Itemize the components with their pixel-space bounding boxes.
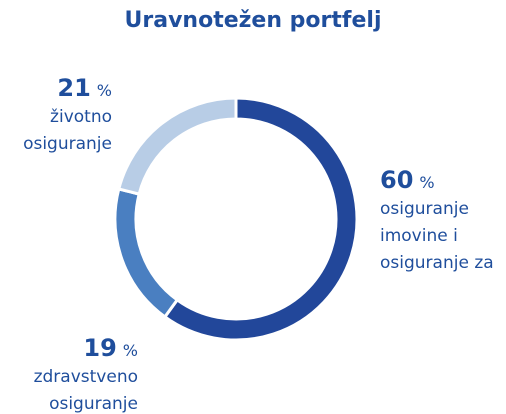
value-line: 21% [10,74,112,102]
donut-segment [162,96,359,342]
segment-label: 21% životno osiguranje [10,74,112,158]
donut-segment [113,187,180,319]
category-label: osiguranje imovine i osiguranje za [380,199,494,273]
value-label: 60 [380,166,414,194]
value-label: 21 [57,74,91,102]
donut-segment [116,96,238,196]
category-label: životno osiguranje [23,107,112,154]
category-label: zdravstveno osiguranje [33,367,138,414]
value-label: 19 [83,334,117,362]
value-line: 19% [10,334,138,362]
value-unit: % [96,81,112,100]
chart-title: Uravnotežen portfelj [124,8,382,33]
value-unit: % [419,173,435,192]
segment-label: 60% osiguranje imovine i osiguranje za [380,166,494,277]
segment-label: 19% zdravstveno osiguranje [10,334,138,414]
value-unit: % [122,341,138,360]
value-line: 60% [380,166,494,194]
